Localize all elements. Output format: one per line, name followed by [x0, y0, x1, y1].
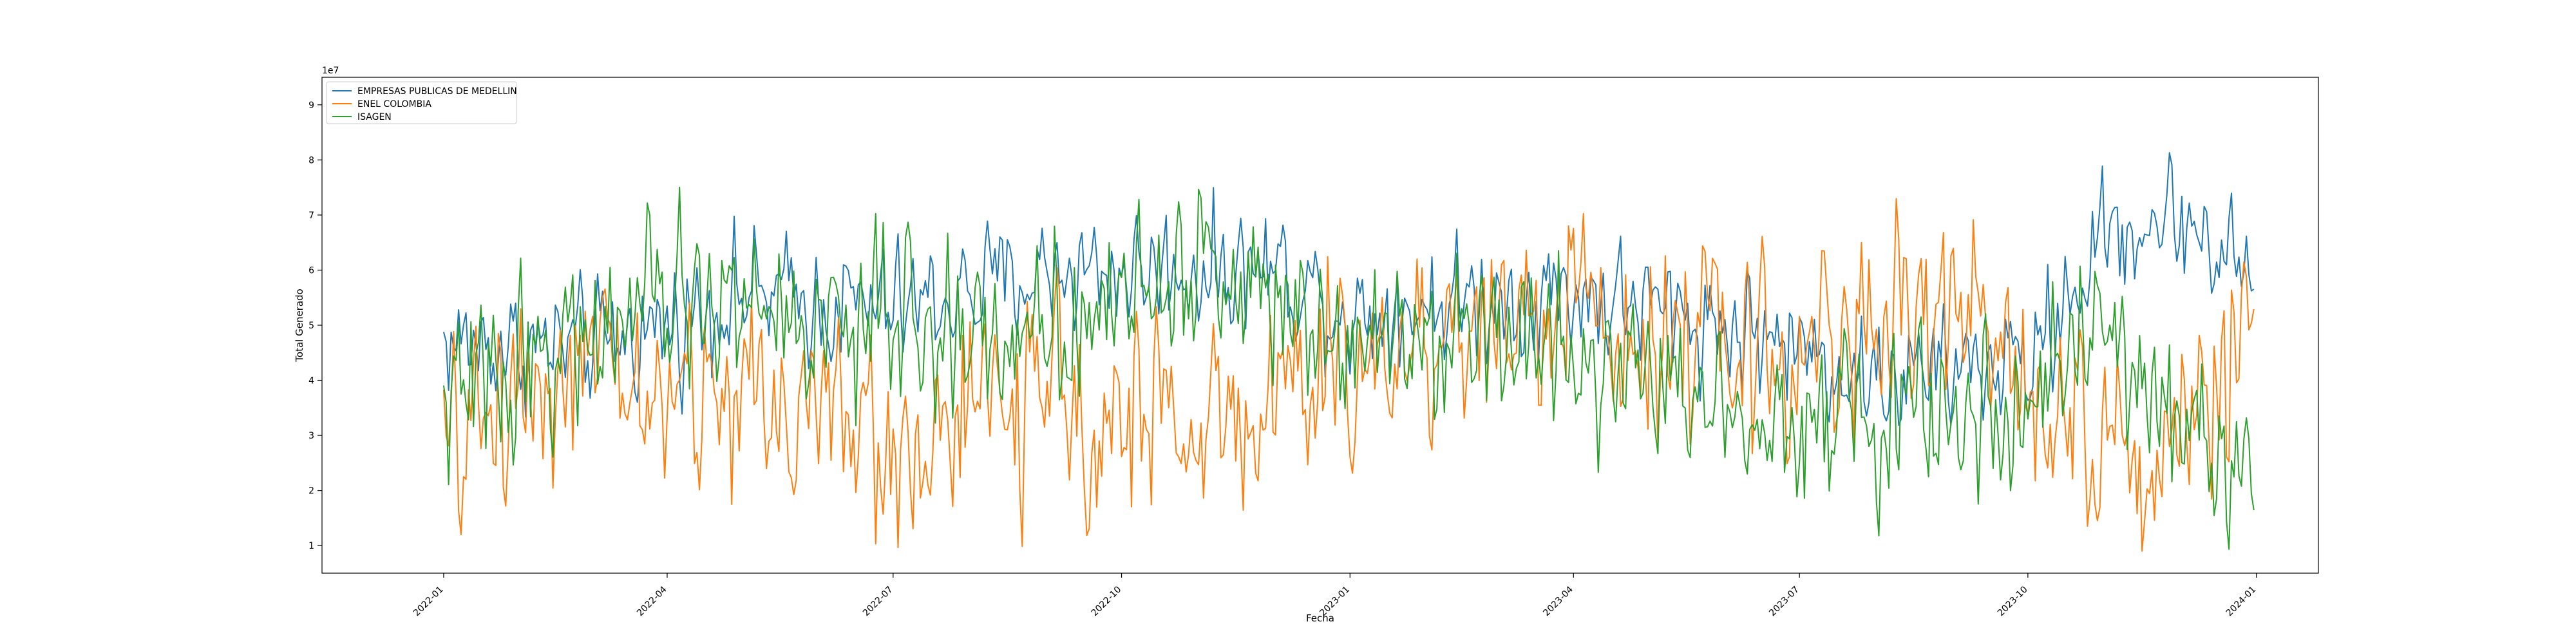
x-tick-label-2: 2022-07 — [861, 585, 895, 619]
series-layer — [442, 152, 2255, 552]
legend-label-1: ENEL COLOMBIA — [357, 99, 431, 109]
y-tick-label-4: 5 — [308, 321, 314, 331]
y-tick-label-6: 7 — [308, 211, 314, 221]
x-tick-label-1: 2022-04 — [635, 584, 669, 618]
y-offset-text: 1e7 — [322, 66, 339, 76]
y-axis-title: Total Generado — [294, 289, 305, 362]
y-tick-label-8: 9 — [308, 100, 314, 111]
series-line-0 — [442, 152, 2255, 426]
y-tick-label-3: 4 — [308, 376, 314, 386]
legend-label-2: ISAGEN — [357, 112, 392, 122]
legend: EMPRESAS PUBLICAS DE MEDELLIN ENEL COLOMB… — [326, 81, 517, 124]
y-tick-label-2: 3 — [308, 431, 314, 441]
y-tick-label-0: 1 — [308, 541, 314, 551]
series-line-2 — [442, 186, 2255, 550]
y-tick-label-7: 8 — [308, 155, 314, 166]
series-line-1 — [442, 198, 2255, 552]
x-tick-label-5: 2023-04 — [1541, 584, 1575, 618]
x-axis-title: Fecha — [1306, 612, 1334, 624]
x-tick-label-7: 2023-10 — [1996, 585, 2030, 619]
legend-box — [326, 81, 517, 124]
x-tick-label-3: 2022-10 — [1090, 585, 1124, 619]
legend-label-0: EMPRESAS PUBLICAS DE MEDELLIN — [357, 86, 517, 97]
y-tick-label-5: 6 — [308, 265, 314, 276]
x-axis: 2022-01 2022-04 2022-07 2022-10 2023-01 2023-… — [412, 573, 2258, 618]
y-axis: 1 2 3 4 5 6 7 8 9 — [308, 100, 322, 551]
x-tick-label-6: 2023-07 — [1767, 585, 1801, 619]
x-tick-label-0: 2022-01 — [412, 585, 446, 619]
x-tick-label-8: 2024-01 — [2224, 585, 2259, 619]
y-tick-label-1: 2 — [308, 486, 314, 497]
